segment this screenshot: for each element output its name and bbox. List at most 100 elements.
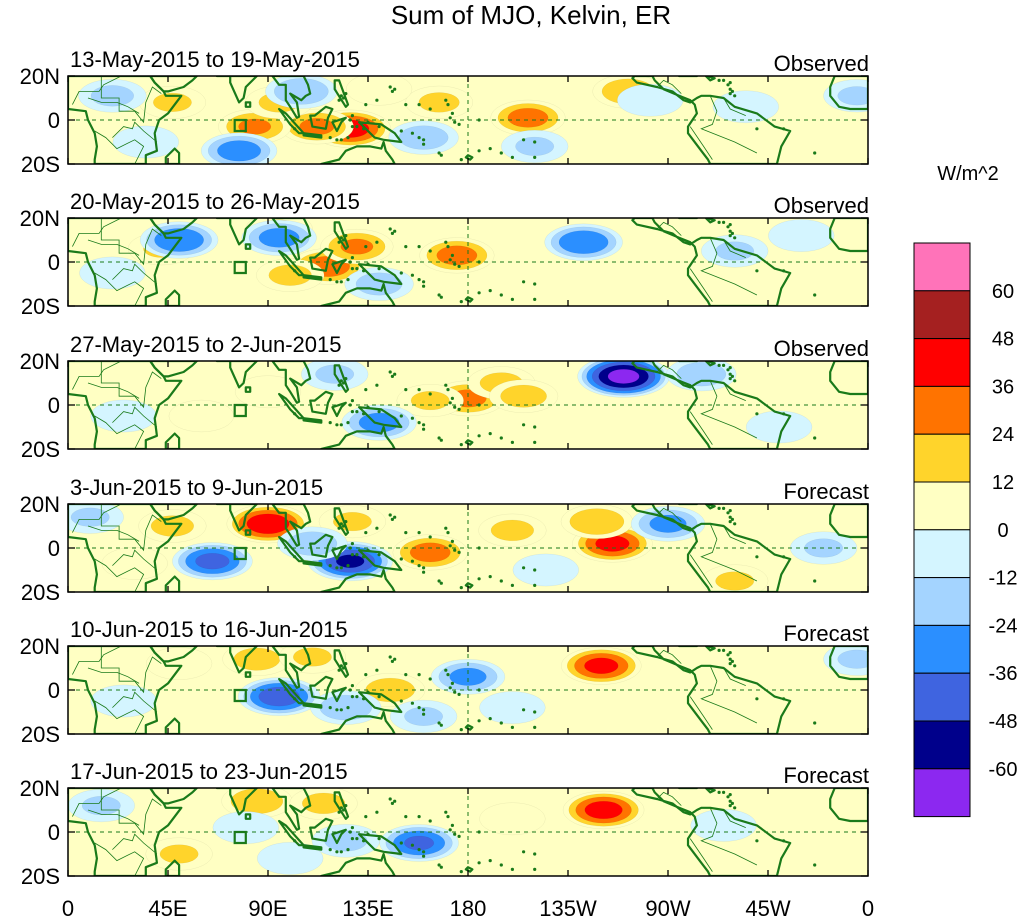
lon-tick-label: 0 <box>862 896 874 921</box>
island <box>344 804 348 808</box>
anomaly-3 <box>419 237 495 274</box>
island <box>350 399 354 403</box>
island <box>377 837 381 841</box>
island <box>399 414 403 418</box>
country-border <box>72 646 122 675</box>
coastlines <box>68 646 868 734</box>
island <box>328 706 332 710</box>
island <box>813 293 817 297</box>
island <box>755 127 759 131</box>
island <box>726 653 730 657</box>
coastline <box>244 101 252 108</box>
country-border <box>689 126 713 160</box>
coastline <box>302 417 323 424</box>
island <box>337 668 341 672</box>
anomaly-contour <box>715 241 755 261</box>
island <box>533 852 537 856</box>
island <box>722 78 726 82</box>
anomaly-contour <box>449 667 487 686</box>
country-border <box>656 791 682 806</box>
coastline <box>215 788 258 816</box>
island <box>362 839 366 843</box>
coastline <box>215 646 258 674</box>
island <box>730 374 735 378</box>
colorbar-swatch <box>913 385 971 435</box>
island <box>726 795 730 799</box>
country-border <box>723 809 746 828</box>
island <box>293 555 297 559</box>
country-border <box>656 507 682 522</box>
coastline <box>320 282 396 306</box>
island <box>428 107 432 111</box>
island <box>399 129 403 133</box>
coastline <box>320 568 396 592</box>
coastline <box>278 677 305 705</box>
anomaly-10 <box>479 691 546 724</box>
anomaly-contour <box>584 800 623 820</box>
island <box>310 561 314 566</box>
island <box>399 557 403 561</box>
lat-tick-label: 20N <box>20 776 60 801</box>
island <box>393 87 397 91</box>
country-border <box>72 788 122 817</box>
anomaly-contour <box>195 553 230 570</box>
island <box>459 586 463 590</box>
island <box>428 819 432 823</box>
anomaly-5 <box>145 647 213 680</box>
island <box>522 138 526 142</box>
island <box>350 114 354 118</box>
island <box>422 280 426 284</box>
island <box>350 837 354 841</box>
island <box>488 432 492 436</box>
coastline <box>278 535 305 563</box>
island <box>417 564 421 568</box>
island <box>350 256 354 260</box>
colorbar-swatch <box>913 481 971 531</box>
lat-tick-label: 0 <box>48 536 60 561</box>
lon-tick-label: 45W <box>745 896 790 921</box>
island <box>782 697 786 701</box>
island <box>393 799 397 803</box>
country-border <box>112 833 158 855</box>
island <box>453 262 457 266</box>
coastline <box>302 844 323 851</box>
country-border <box>689 411 713 445</box>
lat-tick-label: 0 <box>48 678 60 703</box>
island <box>417 388 421 392</box>
anomaly-7 <box>701 564 769 592</box>
anomaly-contour <box>409 542 451 563</box>
coastline <box>164 575 181 592</box>
anomaly-9 <box>389 699 458 733</box>
coastline <box>464 582 474 589</box>
island <box>782 412 786 416</box>
colorbar-swatch <box>913 577 971 626</box>
coastlines <box>68 788 868 876</box>
coastline <box>244 671 252 678</box>
coastline <box>244 386 252 393</box>
lon-tick-label: 0 <box>62 896 74 921</box>
panel-status: Forecast <box>783 763 869 788</box>
island <box>342 238 346 242</box>
anomaly-contour <box>607 368 640 384</box>
island <box>390 374 394 378</box>
island <box>293 839 297 843</box>
coastline <box>302 274 323 281</box>
island <box>404 245 408 249</box>
coastlines <box>68 218 868 306</box>
coastline <box>331 828 347 845</box>
country-border <box>112 121 158 143</box>
lat-tick-label: 20N <box>20 492 60 517</box>
lat-tick-label: 0 <box>48 820 60 845</box>
island <box>404 815 408 819</box>
island <box>388 797 392 801</box>
anomaly-contour <box>649 514 687 533</box>
island <box>726 225 730 229</box>
colorbar-label: -36 <box>989 663 1018 685</box>
country-border <box>94 415 145 449</box>
anomaly-contour <box>404 835 435 851</box>
anomaly-contour <box>335 554 365 568</box>
island <box>339 806 343 810</box>
country-border <box>656 79 682 94</box>
island <box>755 269 759 273</box>
country-border <box>72 504 122 533</box>
